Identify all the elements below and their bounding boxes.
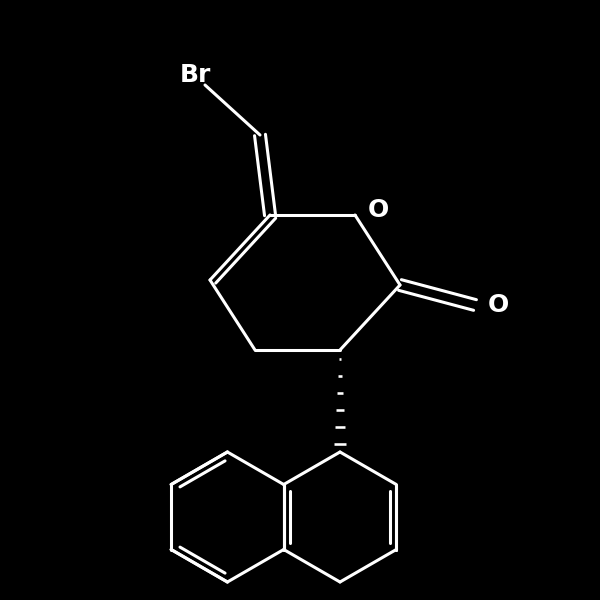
Text: O: O <box>488 293 509 317</box>
Text: O: O <box>368 198 389 222</box>
Text: Br: Br <box>179 63 211 87</box>
